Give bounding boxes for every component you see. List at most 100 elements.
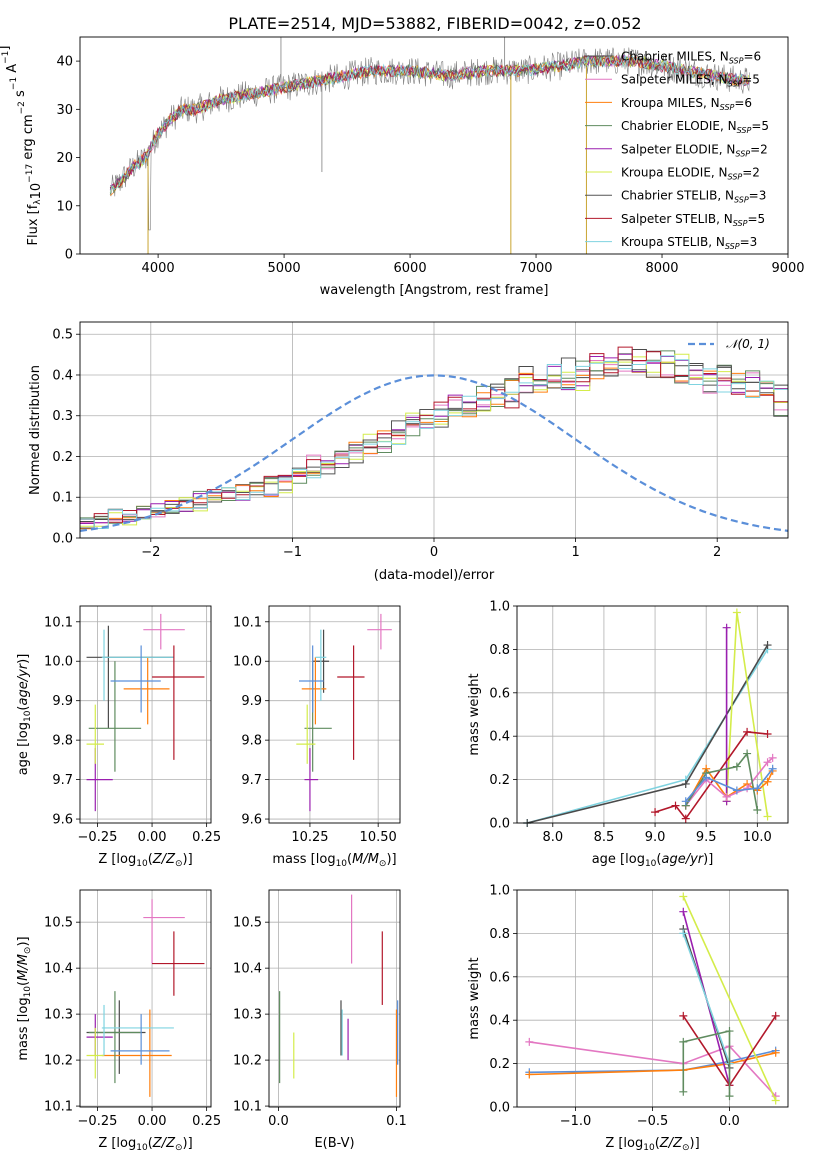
histogram-series xyxy=(80,346,788,523)
label-part: Z/Z xyxy=(659,1136,683,1151)
label-part: Kroupa ELODIE, N xyxy=(621,166,728,180)
label-part: SSP xyxy=(725,242,740,251)
label-part: ( xyxy=(16,706,31,711)
label-part: 10 xyxy=(29,183,44,200)
y-tick-label: 10.0 xyxy=(233,655,262,670)
y-tick-label: 9.8 xyxy=(52,734,73,749)
weight_vs_Z-panel: −1.0 −0.5 0.0 0.0 0.2 0.4 0.6 0.8 1.0 Z [log10(Z/… xyxy=(467,884,789,1153)
y-tick-label: 0.2 xyxy=(489,773,510,788)
y-axis-label: mass weight xyxy=(467,673,482,755)
y-tick-label: 10.2 xyxy=(233,1054,262,1069)
y-tick-label: 9.6 xyxy=(52,813,73,828)
weight-marker xyxy=(525,1070,534,1079)
y-tick-label: 1.0 xyxy=(489,884,510,899)
label-part: age/yr xyxy=(16,662,31,705)
spectrum-panel: 4000 5000 6000 7000 8000 9000 0 10 20 30 40 wavelen… xyxy=(0,36,805,298)
x-tick-label: 6000 xyxy=(394,261,427,276)
x-axis-label: (data-model)/error xyxy=(374,568,495,583)
label-part: )] xyxy=(690,1136,700,1151)
weight-marker xyxy=(768,753,777,762)
x-tick-label: 10.50 xyxy=(360,830,397,845)
weight-marker xyxy=(763,641,772,650)
label-part: ⊙ xyxy=(379,859,387,869)
y-tick-label: 10.1 xyxy=(233,1100,262,1115)
y-tick-label: 10.4 xyxy=(44,962,73,977)
weight-marker xyxy=(681,797,690,806)
weight-marker xyxy=(753,805,762,814)
y-tick-label: 20 xyxy=(56,151,73,166)
label-part: mass [log xyxy=(16,997,31,1060)
axes-frame xyxy=(516,605,789,824)
y-tick-label: 9.7 xyxy=(241,773,262,788)
label-part: s xyxy=(13,90,28,101)
y-tick-label: 40 xyxy=(56,55,73,70)
weight-marker xyxy=(679,1087,688,1096)
x-tick-label: 1 xyxy=(571,545,579,560)
label-part: SSP xyxy=(734,196,749,205)
y-tick-label: 1.0 xyxy=(489,600,510,615)
weight-marker xyxy=(763,730,772,739)
label-part: M/M xyxy=(16,954,31,981)
label-part: 10 xyxy=(336,859,348,869)
label-part: ( xyxy=(347,852,352,867)
mass_vs_ebv-panel: 0.0 0.1 10.1 10.2 10.3 10.4 10.5 E(B-V) xyxy=(233,889,407,1151)
weight-series xyxy=(682,896,777,1101)
y-tick-label: 30 xyxy=(56,103,73,118)
x-tick-label: 0.25 xyxy=(192,830,221,845)
y-tick-label: 0.3 xyxy=(52,409,73,424)
weight-marker xyxy=(743,784,752,793)
label-part: ( xyxy=(148,852,153,867)
histogram-series xyxy=(80,353,788,527)
weight-marker xyxy=(679,907,688,916)
y-tick-label: 10.1 xyxy=(44,615,73,630)
y-tick-label: 9.7 xyxy=(52,773,73,788)
label-part: SSP xyxy=(729,57,744,66)
label-part: =6 xyxy=(734,96,752,110)
weight-marker xyxy=(679,892,688,901)
label-part: −2 xyxy=(17,101,27,114)
label-part: 10 xyxy=(23,986,33,998)
label-part: Z [log xyxy=(605,1136,643,1151)
label-part: 10 xyxy=(643,1143,655,1153)
weight-marker xyxy=(743,727,752,736)
y-tick-label: 0.0 xyxy=(489,1101,510,1116)
x-tick-label: 0 xyxy=(430,545,438,560)
x-tick-label: 10.25 xyxy=(291,830,328,845)
axes-frame xyxy=(268,889,401,1108)
legend-label: Kroupa ELODIE, NSSP=2 xyxy=(621,166,760,182)
label-part: Salpeter ELODIE, N xyxy=(621,142,735,156)
legend-label: Salpeter STELIB, NSSP=5 xyxy=(621,212,765,228)
y-tick-label: 10.3 xyxy=(233,1008,262,1023)
label-part: SSP xyxy=(728,80,743,89)
label-part: E(B-V) xyxy=(314,1136,354,1151)
x-tick-label: 7000 xyxy=(519,261,552,276)
weight-marker xyxy=(768,764,777,773)
x-axis-label: wavelength [Angstrom, rest frame] xyxy=(320,283,549,298)
label-part: =3 xyxy=(749,189,767,203)
age_vs_Z-panel: −0.25 0.00 0.259.69.79.89.910.010.1Z [log1… xyxy=(16,605,221,869)
axes-frame xyxy=(268,605,401,824)
axes-frame xyxy=(79,36,789,255)
y-tick-label: 10.4 xyxy=(233,962,262,977)
legend-label: Salpeter MILES, NSSP=5 xyxy=(621,73,760,89)
weight-marker xyxy=(743,749,752,758)
figure-title: PLATE=2514, MJD=53882, FIBERID=0042, z=0… xyxy=(228,14,641,33)
weight-marker xyxy=(732,786,741,795)
residuals-panel: −2 −1 0 1 2 0.0 0.1 0.2 0.3 0.4 0.5 𝒩(0, 1) (data-mo… xyxy=(28,321,789,583)
normal-curve xyxy=(80,374,788,532)
label-part: =5 xyxy=(751,119,769,133)
x-tick-label: −1 xyxy=(283,545,302,560)
x-axis-label: Z [log10(Z/Z⊙)] xyxy=(605,1136,699,1153)
y-tick-label: 0.4 xyxy=(489,1014,510,1029)
label-part: )] xyxy=(16,936,31,946)
weight-marker xyxy=(732,762,741,771)
x-tick-label: 5000 xyxy=(268,261,301,276)
weight-series xyxy=(529,1041,777,1097)
label-part: Chabrier STELIB, N xyxy=(621,189,734,203)
age_vs_mass-panel: 10.25 10.50 9.6 9.7 9.8 9.9 10.0 10.1 mass [log1… xyxy=(233,605,401,869)
label-part: 10 xyxy=(645,859,657,869)
legend-label: Chabrier MILES, NSSP=6 xyxy=(621,50,761,66)
axes-frame xyxy=(79,605,212,824)
label-part: Chabrier MILES, N xyxy=(621,50,729,64)
